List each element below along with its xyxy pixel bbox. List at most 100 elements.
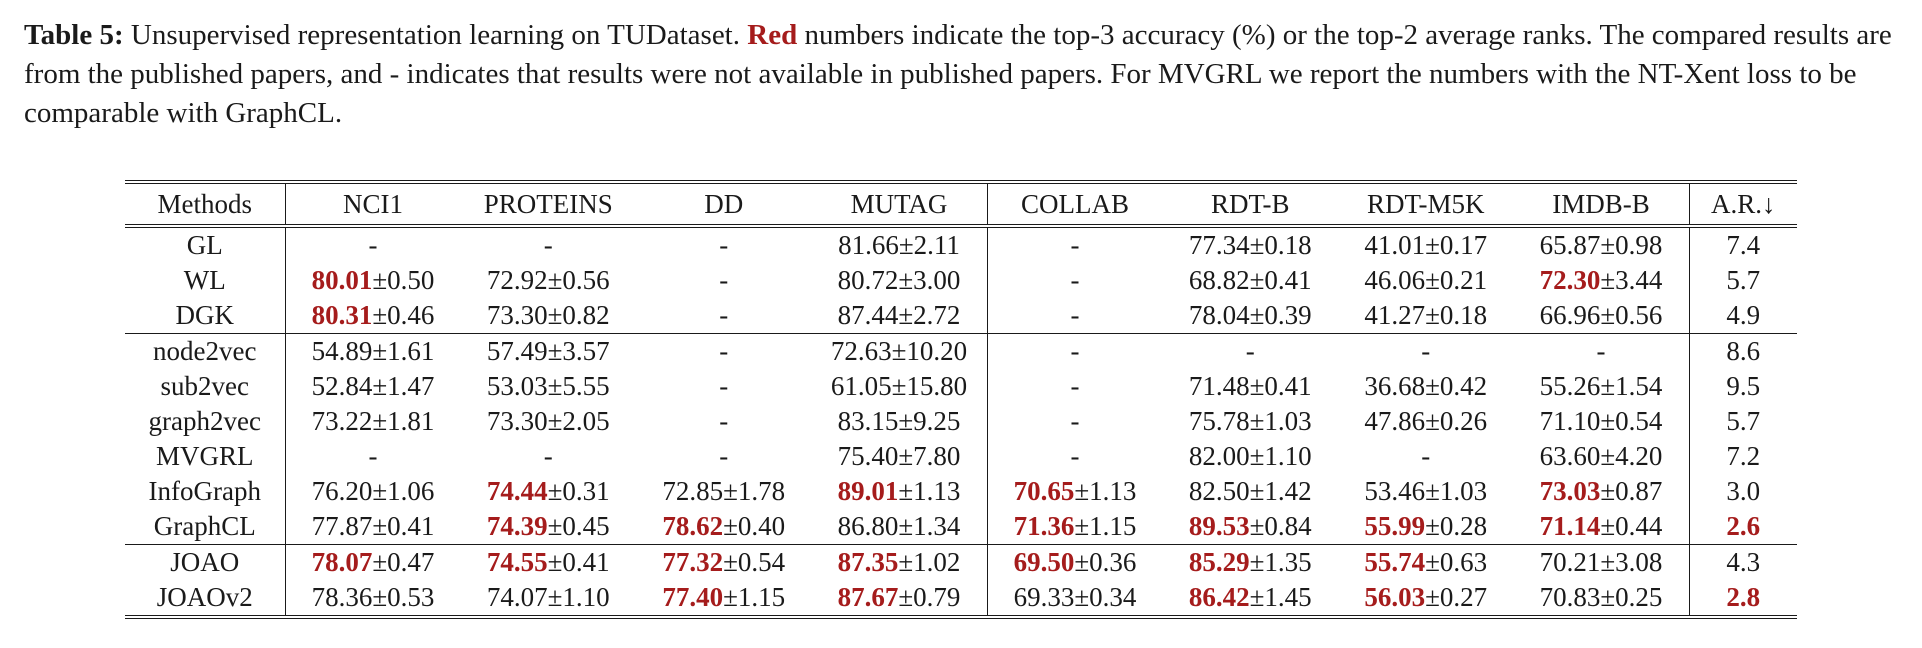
cell-std: ±0.21 [1425, 265, 1488, 295]
cell-std: ±1.02 [898, 547, 961, 577]
table-cell: - [636, 333, 812, 369]
cell-std: ±0.25 [1600, 582, 1663, 612]
table-cell: 7.2 [1689, 439, 1797, 474]
table-cell: - [636, 226, 812, 263]
method-name: JOAO [125, 544, 286, 580]
table-cell: 70.21±3.08 [1513, 544, 1690, 580]
cell-value: 5.7 [1726, 265, 1761, 295]
cell-value-highlighted: 85.29 [1188, 547, 1250, 577]
cell-std: ±1.03 [1425, 476, 1488, 506]
table-cell: - [285, 439, 461, 474]
cell-value: 65.87 [1539, 230, 1601, 260]
cell-value: 3.0 [1726, 476, 1761, 506]
table-cell: - [461, 226, 637, 263]
cell-value: - [1070, 230, 1080, 260]
cell-value: 61.05 [830, 371, 892, 401]
cell-value: - [1596, 336, 1606, 366]
table-cell: 4.3 [1689, 544, 1797, 580]
method-name: node2vec [125, 333, 286, 369]
cell-value: - [1070, 371, 1080, 401]
cell-std: ±0.56 [547, 265, 610, 295]
cell-value: - [543, 441, 553, 471]
cell-value: 86.80 [837, 511, 899, 541]
cell-value: - [1421, 336, 1431, 366]
cell-value: 82.50 [1188, 476, 1250, 506]
cell-std: ±0.36 [1074, 547, 1137, 577]
method-name: graph2vec [125, 404, 286, 439]
cell-std: ±0.27 [1425, 582, 1488, 612]
cell-value: - [1070, 336, 1080, 366]
cell-std: ±7.80 [898, 441, 961, 471]
table-cell: 66.96±0.56 [1513, 298, 1690, 334]
table-cell: 47.86±0.26 [1338, 404, 1514, 439]
cell-std: ±0.98 [1600, 230, 1663, 260]
table-cell: 61.05±15.80 [811, 369, 988, 404]
table-row: JOAO 78.07±0.47 74.55±0.41 77.32±0.54 87.35±… [125, 544, 1797, 580]
header-proteins: PROTEINS [460, 182, 636, 228]
cell-value: 8.6 [1726, 336, 1761, 366]
table-cell: 72.92±0.56 [461, 263, 637, 298]
cell-value-highlighted: 71.36 [1013, 511, 1075, 541]
cell-std: ±0.56 [1600, 300, 1663, 330]
cell-std: ±0.18 [1249, 230, 1312, 260]
cell-std: ±3.44 [1600, 265, 1663, 295]
header-rdt-b: RDT-B [1162, 182, 1338, 228]
table-row: GraphCL 77.87±0.41 74.39±0.45 78.62±0.40 86.… [125, 509, 1797, 545]
cell-value-highlighted: 71.14 [1539, 511, 1601, 541]
table-cell: 73.03±0.87 [1513, 474, 1690, 509]
cell-value-highlighted: 74.39 [486, 511, 548, 541]
table-cell: 82.50±1.42 [1163, 474, 1339, 509]
table-cell: 87.44±2.72 [811, 298, 988, 334]
cell-value: - [719, 300, 729, 330]
table-cell: 74.39±0.45 [461, 509, 637, 545]
cell-std: ±1.10 [547, 582, 610, 612]
table-cell: 78.04±0.39 [1163, 298, 1339, 334]
cell-value: - [1070, 441, 1080, 471]
cell-value: 7.4 [1726, 230, 1761, 260]
cell-value: - [719, 371, 729, 401]
table-cell: 69.33±0.34 [987, 580, 1163, 617]
table-cell: 71.10±0.54 [1513, 404, 1690, 439]
table-cell: 2.6 [1689, 509, 1797, 545]
table-cell: - [285, 226, 461, 263]
cell-value: - [719, 441, 729, 471]
cell-std: ±0.39 [1249, 300, 1312, 330]
table-cell: 72.63±10.20 [811, 333, 988, 369]
cell-value-highlighted: 86.42 [1188, 582, 1250, 612]
table-cell: - [987, 404, 1163, 439]
table-header-row: Methods NCI1 PROTEINS DD MUTAG COLLAB RD… [125, 182, 1797, 228]
header-rdt-m5k: RDT-M5K [1338, 182, 1514, 228]
table-cell: 73.30±0.82 [461, 298, 637, 334]
header-imdb-b: IMDB-B [1513, 182, 1690, 228]
cell-value: - [1245, 336, 1255, 366]
cell-std: ±0.79 [898, 582, 961, 612]
cell-value-highlighted: 2.8 [1726, 582, 1761, 612]
table-cell: 80.31±0.46 [285, 298, 461, 334]
cell-value: - [719, 230, 729, 260]
table-cell: 78.62±0.40 [636, 509, 812, 545]
cell-value: - [1421, 441, 1431, 471]
table-cell: - [461, 439, 637, 474]
cell-std: ±1.54 [1600, 371, 1663, 401]
cell-value: 77.34 [1188, 230, 1250, 260]
cell-std: ±0.50 [372, 265, 435, 295]
cell-std: ±1.06 [372, 476, 435, 506]
table-row: MVGRL - - - 75.40±7.80 - 82.00±1.10 - 63.60±4.20… [125, 439, 1797, 474]
cell-std: ±2.11 [898, 230, 960, 260]
table-cell: 69.50±0.36 [987, 544, 1163, 580]
cell-value: 4.9 [1726, 300, 1761, 330]
cell-value: - [1070, 406, 1080, 436]
cell-std: ±0.42 [1425, 371, 1488, 401]
cell-value: 75.40 [837, 441, 899, 471]
table-row: GL - - -81.66±2.11-77.34±0.18 41.01±0.17 65.8… [125, 226, 1797, 263]
cell-std: ±1.15 [1074, 511, 1137, 541]
cell-value: 68.82 [1188, 265, 1250, 295]
cell-std: ±0.28 [1425, 511, 1488, 541]
cell-std: ±0.41 [547, 547, 610, 577]
cell-std: ±1.13 [1074, 476, 1137, 506]
cell-value: - [1070, 265, 1080, 295]
cell-std: ±1.45 [1249, 582, 1312, 612]
cell-value-highlighted: 74.44 [486, 476, 548, 506]
table-cell: - [1162, 333, 1338, 369]
cell-value: 82.00 [1188, 441, 1250, 471]
